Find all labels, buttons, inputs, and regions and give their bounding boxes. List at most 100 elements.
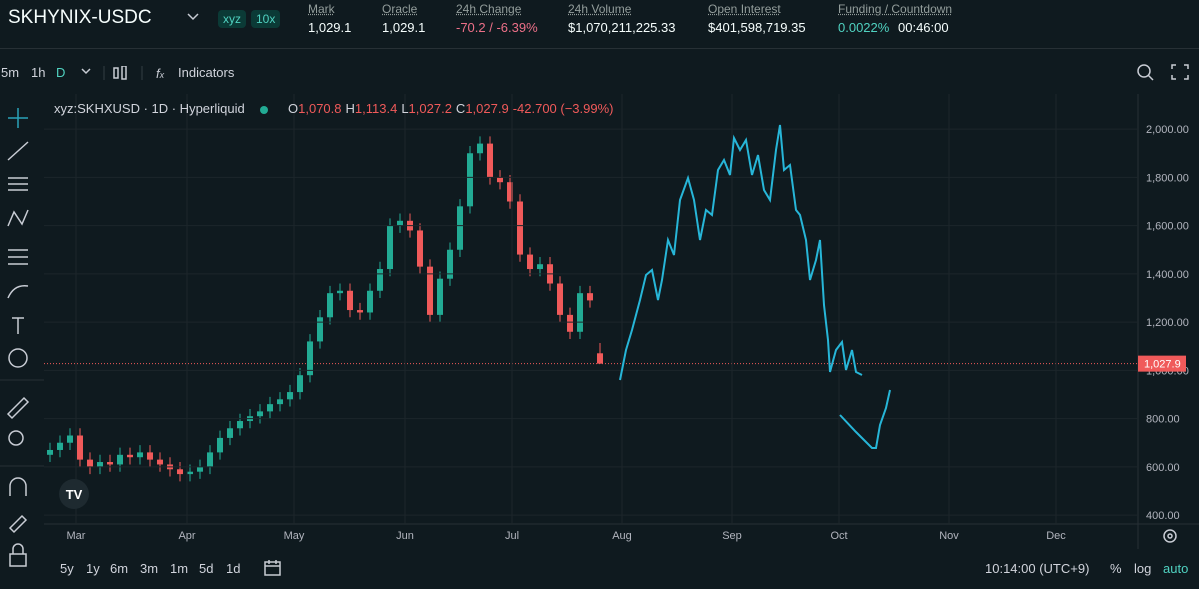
candle-body	[187, 471, 193, 475]
candle-body	[47, 449, 53, 455]
candle-body	[217, 437, 223, 453]
stat-label: 24h Volume	[568, 2, 632, 16]
candle-body	[537, 264, 543, 270]
candle-body	[307, 341, 313, 376]
indicators-button[interactable]: Indicators	[178, 65, 235, 80]
ohlc-key: L	[401, 101, 409, 116]
axis-option[interactable]: %	[1110, 561, 1122, 576]
range-button[interactable]: 1d	[226, 561, 241, 576]
candle-body	[327, 293, 333, 318]
y-tick-label: 1,200.00	[1146, 317, 1189, 329]
candle-body	[467, 153, 473, 207]
tag: xyz	[218, 10, 246, 28]
last-price-badge: 1,027.9	[1138, 355, 1186, 372]
range-button[interactable]: 5d	[199, 561, 214, 576]
x-tick-label: Jul	[505, 530, 519, 542]
axis-option[interactable]: auto	[1163, 561, 1189, 576]
stat-label: Mark	[308, 2, 335, 16]
range-button[interactable]: 3m	[140, 561, 159, 576]
y-tick-label: 2,000.00	[1146, 124, 1189, 136]
svg-text:TV: TV	[66, 487, 83, 502]
pair-name[interactable]: SKHYNIX-USDC	[8, 7, 152, 28]
ohlc-value: 1,027.2	[408, 101, 452, 116]
range-button[interactable]: 1m	[170, 561, 189, 576]
candle-body	[517, 201, 523, 255]
x-tick-label: Mar	[67, 530, 86, 542]
candle-body	[457, 206, 463, 250]
candle-body	[377, 269, 383, 291]
drawing-toolbar[interactable]	[0, 100, 44, 589]
candle-body	[397, 220, 403, 226]
y-tick-label: 600.00	[1146, 462, 1180, 474]
candle-body	[77, 435, 83, 460]
candle-body	[207, 452, 213, 467]
legend-symbol: xyz:SKHXUSD · 1D · Hyperliquid	[54, 101, 245, 116]
ohlc-value: 1,070.8	[298, 101, 342, 116]
svg-text:fx: fx	[156, 66, 165, 80]
candle-body	[157, 459, 163, 465]
candle-body	[297, 375, 303, 393]
y-tick-label: 1,400.00	[1146, 269, 1189, 281]
ohlc-value: 1,027.9	[465, 101, 509, 116]
candle-body	[117, 454, 123, 465]
ohlc-value: 1,113.4	[354, 101, 398, 116]
candle-body	[507, 182, 513, 202]
settings-icon[interactable]	[1160, 526, 1180, 546]
y-tick-label: 400.00	[1146, 510, 1180, 522]
status-dot	[260, 106, 268, 114]
stat-value: $401,598,719.35	[708, 20, 806, 35]
candle-body	[347, 290, 353, 311]
interval[interactable]: 5m	[1, 65, 20, 80]
range-button[interactable]: 5y	[60, 561, 74, 576]
candle-body	[587, 293, 593, 301]
tv-logo: TV	[59, 479, 89, 509]
ohlc-key: H	[345, 101, 355, 116]
top-right-icons[interactable]	[1136, 62, 1194, 82]
divider	[0, 48, 1199, 49]
stat-value: -70.2 / -6.39%	[456, 20, 538, 35]
candle-body	[447, 249, 453, 279]
candle-body	[257, 411, 263, 417]
candle-body	[367, 290, 373, 313]
candle-body	[427, 266, 433, 315]
y-tick-label: 1,600.00	[1146, 221, 1189, 233]
interval[interactable]: 1h	[31, 65, 46, 80]
price-chart[interactable]: Dec Nov Oct Sep Aug Jul Jun May Apr Mar 2,000.00 1,…	[44, 94, 1199, 549]
candle-body	[317, 317, 323, 342]
candle-body	[147, 452, 153, 460]
interval[interactable]: D	[56, 65, 66, 80]
dropdown-icon[interactable]	[186, 12, 200, 22]
range-button[interactable]: 6m	[110, 561, 129, 576]
candle-body	[177, 469, 183, 475]
x-tick-label: Jun	[396, 530, 414, 542]
last-price-bg	[1138, 355, 1186, 372]
candle-body	[107, 462, 113, 465]
drawing[interactable]	[619, 124, 863, 381]
candle-body	[287, 392, 293, 400]
x-tick-label: Aug	[612, 530, 632, 542]
candle-body	[127, 454, 133, 458]
candle-body	[237, 421, 243, 429]
candle-body	[527, 254, 533, 270]
axis-option[interactable]: log	[1134, 561, 1152, 576]
candle-body	[267, 404, 273, 412]
candles	[47, 136, 603, 482]
candle-body	[597, 353, 603, 364]
stat-value: 1,029.1	[308, 20, 352, 35]
candle-body	[487, 143, 493, 178]
candle-body	[57, 442, 63, 450]
candle-body	[437, 278, 443, 315]
stat-label: Funding / Countdown	[838, 2, 953, 16]
drawing[interactable]	[839, 389, 891, 449]
last-price-label: 1,027.9	[1144, 359, 1181, 371]
stat-label: 24h Change	[456, 2, 522, 16]
candle-body	[197, 466, 203, 472]
candle-body	[227, 428, 233, 438]
stat-value: 0.0022%	[838, 20, 890, 35]
x-tick-label: Oct	[830, 530, 847, 542]
candle-body	[97, 462, 103, 467]
date-range-icon[interactable]	[263, 558, 283, 578]
candle-body	[497, 177, 503, 183]
range-button[interactable]: 1y	[86, 561, 100, 576]
